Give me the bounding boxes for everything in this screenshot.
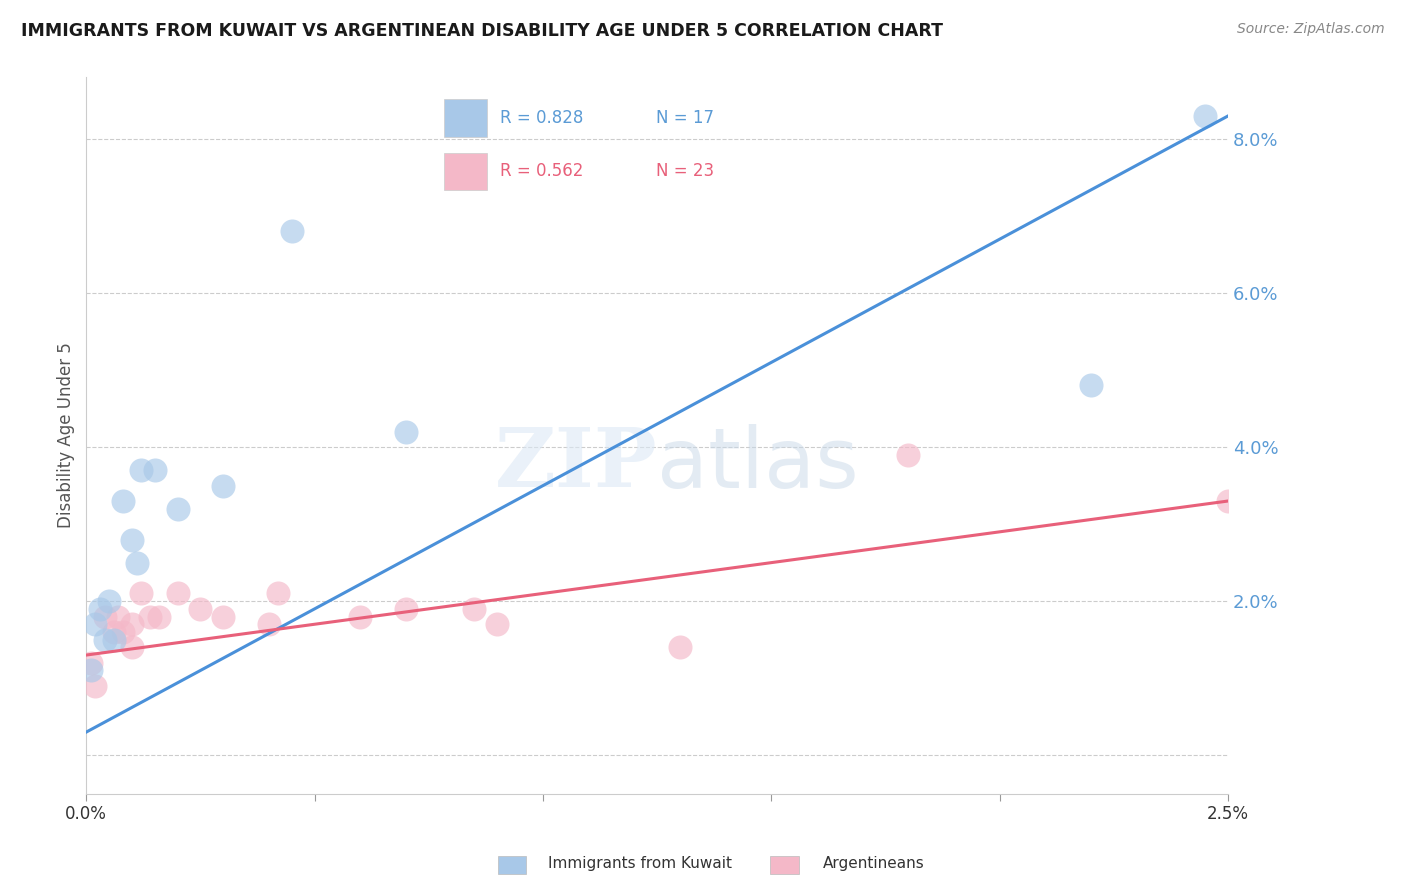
- Point: [121, 640, 143, 655]
- Text: atlas: atlas: [657, 424, 859, 505]
- Point: [125, 556, 148, 570]
- Point: [107, 609, 129, 624]
- Point: [1080, 378, 1102, 392]
- Point: [281, 224, 304, 238]
- Point: [93, 632, 115, 647]
- Text: ZIP: ZIP: [495, 425, 657, 504]
- Point: [395, 602, 418, 616]
- Point: [103, 632, 125, 647]
- Point: [166, 586, 188, 600]
- Point: [80, 664, 103, 678]
- Point: [1216, 494, 1239, 508]
- Point: [349, 609, 371, 624]
- Point: [121, 617, 143, 632]
- Point: [103, 624, 125, 639]
- Text: Argentineans: Argentineans: [823, 856, 924, 871]
- Point: [486, 617, 509, 632]
- Point: [98, 594, 121, 608]
- Point: [111, 494, 134, 508]
- Point: [129, 463, 152, 477]
- Point: [257, 617, 280, 632]
- Point: [669, 640, 692, 655]
- Point: [80, 656, 103, 670]
- Point: [212, 609, 235, 624]
- Point: [1194, 109, 1216, 123]
- Point: [897, 448, 920, 462]
- Point: [395, 425, 418, 439]
- Point: [190, 602, 212, 616]
- Point: [139, 609, 162, 624]
- Point: [111, 624, 134, 639]
- Point: [212, 478, 235, 492]
- Point: [148, 609, 170, 624]
- Point: [89, 602, 111, 616]
- Point: [84, 679, 107, 693]
- Point: [93, 609, 115, 624]
- Point: [84, 617, 107, 632]
- Text: Immigrants from Kuwait: Immigrants from Kuwait: [548, 856, 733, 871]
- Point: [166, 501, 188, 516]
- Y-axis label: Disability Age Under 5: Disability Age Under 5: [58, 343, 75, 528]
- Point: [267, 586, 290, 600]
- Point: [463, 602, 485, 616]
- Point: [129, 586, 152, 600]
- Point: [121, 533, 143, 547]
- Point: [143, 463, 166, 477]
- Text: Source: ZipAtlas.com: Source: ZipAtlas.com: [1237, 22, 1385, 37]
- Text: IMMIGRANTS FROM KUWAIT VS ARGENTINEAN DISABILITY AGE UNDER 5 CORRELATION CHART: IMMIGRANTS FROM KUWAIT VS ARGENTINEAN DI…: [21, 22, 943, 40]
